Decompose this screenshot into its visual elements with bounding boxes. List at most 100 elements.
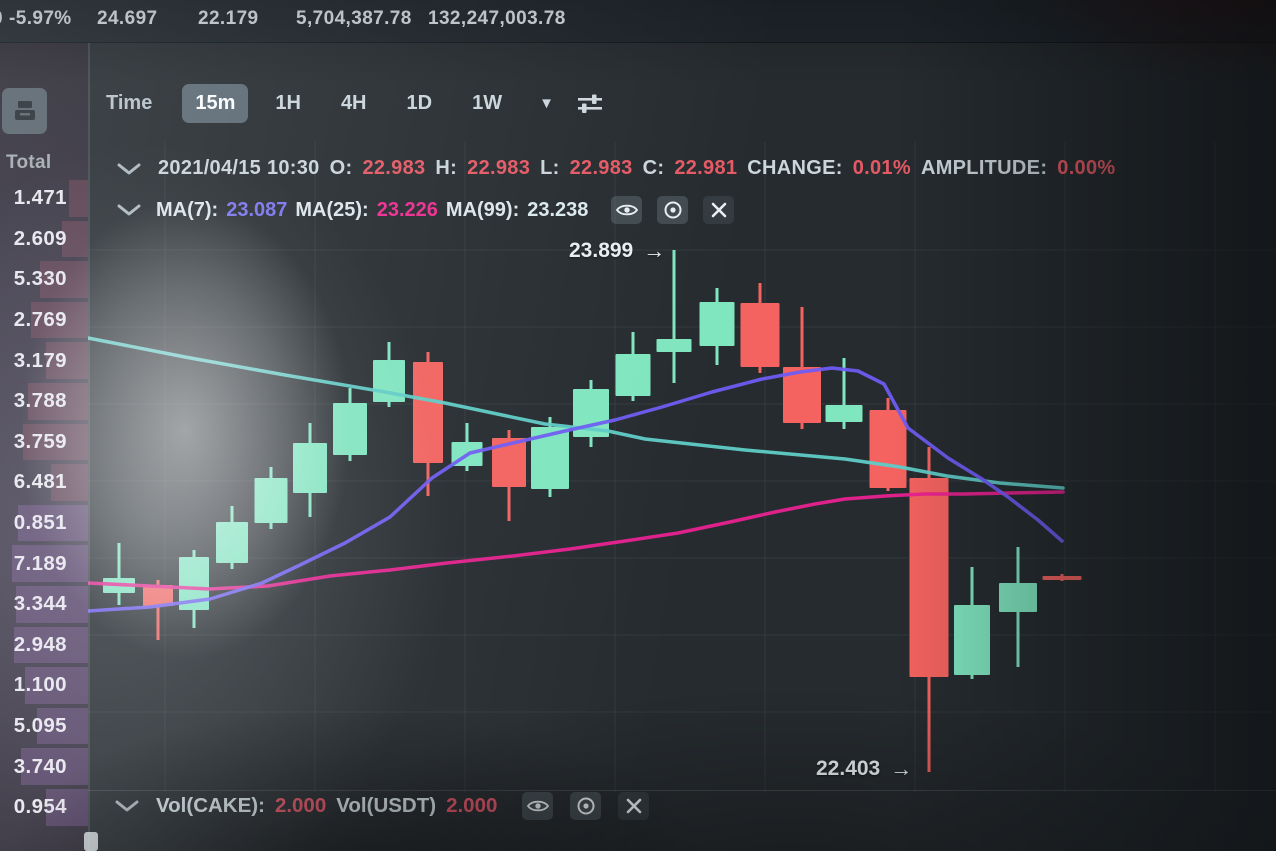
candle-body [740,303,780,367]
orderbook-total-header: Total [6,152,52,173]
ohlc-label: O: [329,157,353,179]
ohlc-legend-row: 2021/04/15 10:30 O: 22.983 H: 22.983 L: 22.98… [116,157,1116,180]
ma-visibility-button[interactable] [611,196,643,224]
timeframe-1h[interactable]: 1H [275,92,301,114]
ticker-bar: 0 -5.97% 24.697 22.179 5,704,387.78 132,… [0,0,1276,43]
candle-body [1042,576,1082,580]
orderbook-rows: 1.471 2.609 5.330 2.769 3.179 3.788 3.759 6.481… [0,178,88,828]
volume-visibility-button[interactable] [522,792,554,820]
orderbook-row[interactable]: 2.769 [0,300,88,341]
volume-quote-label: Vol(USDT) [336,794,437,817]
orderbook-row[interactable]: 2.609 [0,219,88,260]
orderbook-icon [14,101,35,120]
orderbook-row[interactable]: 1.100 [0,665,88,706]
volume-quote-value: 2.000 [446,794,498,817]
orderbook-row[interactable]: 5.095 [0,706,88,747]
collapse-ma-button[interactable] [116,203,142,217]
ohlc-value: 0.00% [1057,157,1116,179]
panel-divider [88,42,90,851]
orderbook-row[interactable]: 3.788 [0,381,88,422]
ma-remove-button[interactable] [703,196,735,224]
ohlc-label: H: [435,157,458,179]
ohlc-label: L: [540,157,560,179]
volume-legend-row: Vol(CAKE): 2.000 Vol(USDT) 2.000 [114,792,650,820]
candle-body [656,339,692,352]
ticker-change-percent: -5.97% [9,8,72,29]
ohlc-values: O: 22.983 H: 22.983 L: 22.983 C: 22.981 CHANGE: 0… [330,157,1116,180]
chart-grid [89,142,1276,792]
chevron-down-icon [115,800,139,812]
volume-pane-divider [88,790,1276,791]
orderbook-total-value: 1.100 [13,673,67,697]
ma-label: MA(99): [445,198,520,221]
ma-label: MA(7): [156,198,219,221]
orderbook-total-value: 3.179 [13,348,67,372]
ohlc-value: 22.981 [674,157,738,179]
ohlc-value: 22.983 [569,157,633,179]
chevron-down-icon [117,163,141,174]
ma-value: 23.226 [376,198,438,221]
orderbook-row[interactable]: 3.759 [0,422,88,463]
candle-body [699,302,735,346]
timeframe-1d[interactable]: 1D [406,92,433,114]
timeframe-1w[interactable]: 1W [472,92,503,114]
orderbook-total-value: 5.330 [13,267,67,291]
candle-body [825,405,863,422]
timeframe-4h[interactable]: 4H [340,92,367,114]
orderbook-row[interactable]: 3.179 [0,340,88,381]
orderbook-row[interactable]: 3.344 [0,584,88,625]
timeframe-15m[interactable]: 15m [182,84,249,123]
candle-body [999,583,1037,612]
volume-settings-button[interactable] [570,792,602,820]
orderbook-total-value: 3.788 [13,389,67,413]
orderbook-total-value: 3.759 [13,429,67,453]
orderbook-total-value: 5.095 [13,714,67,738]
orderbook-total-value: 0.851 [13,511,67,535]
candles [103,250,1082,772]
scroll-handle[interactable] [84,832,98,851]
orderbook-row[interactable]: 5.330 [0,259,88,300]
arrow-right-icon: → [643,238,666,263]
collapse-volume-button[interactable] [114,799,140,813]
annotation-price: 22.403 [816,757,881,780]
ticker-price-fragment: 0 [0,8,3,30]
ma-legend-row: MA(7): 23.087 MA(25): 23.226 MA(99): 23.238 [116,196,735,224]
chart-settings-button[interactable] [576,93,604,115]
eye-icon [615,204,639,216]
ma-settings-button[interactable] [657,196,689,224]
orderbook-total-value: 6.481 [13,470,67,494]
collapse-ohlc-button[interactable] [116,162,142,176]
orderbook-row[interactable]: 0.851 [0,503,88,544]
orderbook-toggle-button[interactable] [2,88,47,134]
depth-bar [68,180,88,217]
orderbook-total-value: 3.740 [13,754,67,778]
ticker-24h-volume-quote: 132,247,003.78 [428,8,566,29]
price-annotation: 23.899 → [569,238,665,264]
ohlc-value: 22.983 [467,157,531,179]
more-timeframes-dropdown[interactable]: ▼ [539,95,554,112]
orderbook-row[interactable]: 3.740 [0,746,88,787]
ohlc-label: AMPLITUDE: [920,157,1048,179]
volume-base-value: 2.000 [274,794,327,817]
candle-body [293,443,327,493]
orderbook-row[interactable]: 6.481 [0,462,88,503]
timeframe-list: 15m 1H 4H 1D 1W [182,84,529,123]
eye-icon [526,800,550,812]
ticker-24h-low: 22.179 [198,8,259,29]
volume-remove-button[interactable] [618,792,650,820]
orderbook-row[interactable]: 1.471 [0,178,88,219]
orderbook-row[interactable]: 7.189 [0,543,88,584]
orderbook-panel: Total 1.471 2.609 5.330 2.769 3.179 3.788 3.75… [0,42,88,851]
ma-value: 23.238 [527,198,589,221]
annotation-price: 23.899 [569,239,634,262]
orderbook-total-value: 2.609 [13,226,67,250]
ticker-24h-volume-base: 5,704,387.78 [296,8,412,29]
orderbook-row[interactable]: 0.954 [0,787,88,828]
time-label: Time [106,92,153,114]
orderbook-row[interactable]: 2.948 [0,625,88,666]
close-icon [711,202,727,218]
candle-body [413,362,443,463]
orderbook-total-value: 2.948 [13,632,67,656]
